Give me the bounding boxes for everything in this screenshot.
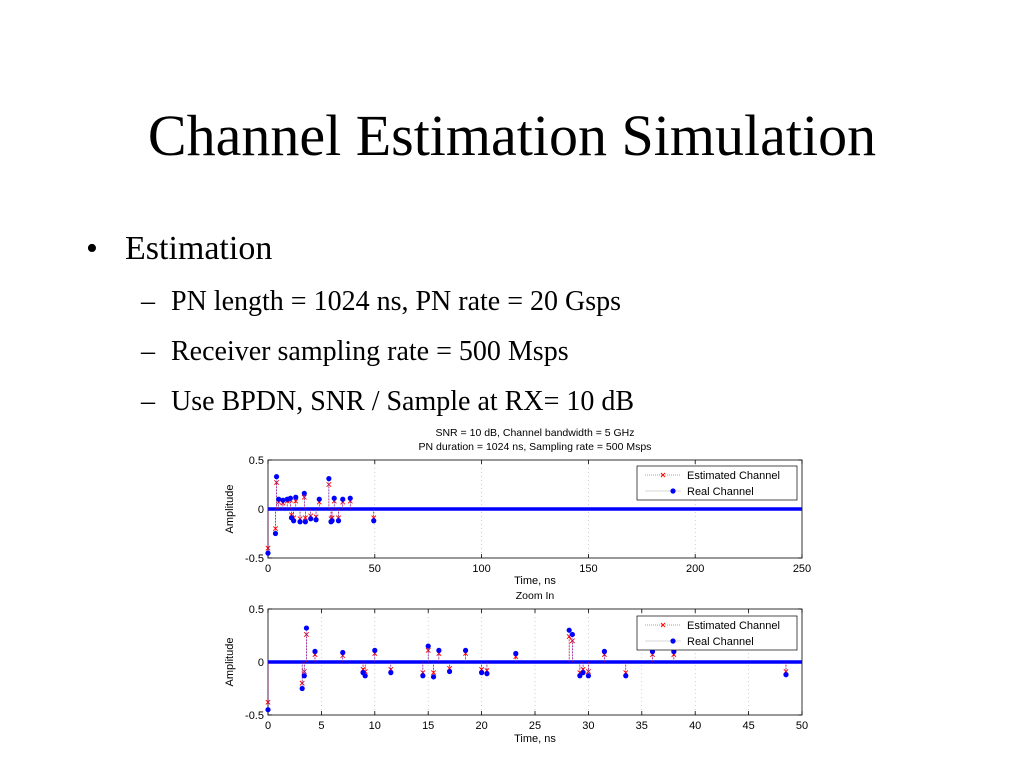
real-marker bbox=[303, 625, 310, 631]
real-marker bbox=[316, 496, 322, 502]
real-marker bbox=[273, 474, 280, 480]
x-tick-label: 250 bbox=[793, 563, 811, 575]
legend-label-estimated: Estimated Channel bbox=[687, 470, 780, 482]
bullet-marker: • bbox=[86, 230, 98, 267]
real-marker bbox=[577, 673, 583, 679]
real-marker bbox=[566, 627, 572, 633]
real-marker bbox=[331, 495, 337, 501]
chart-zoom-in: Zoom In0 5 10 15 20 25 30 35 40 45 50-0.500.5Time,… bbox=[224, 590, 808, 745]
real-marker bbox=[329, 518, 335, 524]
real-marker bbox=[783, 672, 789, 678]
real-marker bbox=[313, 517, 319, 523]
x-tick-label: 15 bbox=[422, 720, 434, 732]
real-marker bbox=[265, 707, 271, 713]
real-marker bbox=[301, 673, 307, 679]
real-marker bbox=[580, 670, 586, 676]
x-tick-label: 5 bbox=[318, 720, 324, 732]
sub-bullet-marker: – bbox=[141, 286, 155, 317]
slide-title: Channel Estimation Simulation bbox=[147, 103, 877, 168]
y-axis-label: Amplitude bbox=[224, 638, 236, 687]
real-marker bbox=[326, 476, 332, 482]
legend-label-real: Real Channel bbox=[687, 486, 754, 498]
real-marker bbox=[291, 518, 297, 524]
real-marker bbox=[362, 673, 368, 679]
real-marker bbox=[302, 519, 308, 525]
x-tick-label: 100 bbox=[472, 563, 490, 575]
real-marker bbox=[287, 495, 294, 501]
real-marker bbox=[425, 643, 431, 649]
real-marker bbox=[276, 496, 282, 502]
legend-marker-real bbox=[670, 488, 676, 494]
x-tick-label: 20 bbox=[475, 720, 487, 732]
real-marker bbox=[372, 647, 378, 653]
chart-title: Zoom In bbox=[516, 590, 555, 602]
y-tick-label: 0.5 bbox=[249, 604, 264, 616]
sub-bullet-marker: – bbox=[141, 386, 155, 417]
real-marker bbox=[340, 496, 346, 502]
real-marker bbox=[280, 497, 286, 503]
x-tick-label: 150 bbox=[579, 563, 597, 575]
legend-marker-estimated bbox=[660, 622, 666, 628]
sub-bullet-text: Receiver sampling rate = 500 Msps bbox=[171, 336, 569, 367]
real-marker bbox=[585, 673, 592, 679]
real-marker bbox=[371, 518, 377, 524]
legend-label-estimated: Estimated Channel bbox=[687, 620, 780, 632]
real-marker bbox=[293, 494, 299, 500]
real-marker bbox=[299, 685, 305, 692]
y-axis-label: Amplitude bbox=[224, 485, 236, 534]
real-marker bbox=[569, 631, 575, 638]
y-tick-label: 0.5 bbox=[249, 455, 264, 467]
x-tick-label: 45 bbox=[742, 720, 754, 732]
real-marker bbox=[272, 530, 279, 537]
legend-box bbox=[636, 465, 798, 501]
real-marker bbox=[308, 516, 314, 522]
x-tick-label: 40 bbox=[689, 720, 701, 732]
legend-marker-real bbox=[670, 638, 676, 644]
x-tick-label: 0 bbox=[265, 720, 271, 732]
real-marker bbox=[420, 673, 426, 679]
real-marker bbox=[301, 490, 307, 496]
real-marker bbox=[623, 673, 629, 679]
sub-bullet-marker: – bbox=[141, 336, 155, 367]
y-tick-label: -0.5 bbox=[245, 553, 264, 565]
bullet-text: Estimation bbox=[125, 230, 273, 267]
real-marker bbox=[479, 670, 485, 676]
real-marker bbox=[430, 674, 437, 680]
x-axis-label: Time, ns bbox=[514, 575, 556, 587]
legend-label-real: Real Channel bbox=[687, 636, 754, 648]
chart-full-range: SNR = 10 dB, Channel bandwidth = 5 GHz PN… bbox=[224, 427, 811, 587]
chart-title: PN duration = 1024 ns, Sampling rate = 5… bbox=[419, 441, 652, 453]
x-tick-label: 25 bbox=[529, 720, 541, 732]
real-marker bbox=[297, 519, 303, 525]
real-marker bbox=[484, 671, 490, 677]
real-marker bbox=[462, 647, 469, 653]
real-marker bbox=[388, 670, 394, 676]
chart-title: SNR = 10 dB, Channel bandwidth = 5 GHz bbox=[435, 427, 634, 439]
x-tick-label: 35 bbox=[636, 720, 648, 732]
real-marker bbox=[347, 495, 353, 501]
sub-bullet-text: Use BPDN, SNR / Sample at RX= 10 dB bbox=[171, 386, 635, 417]
x-tick-label: 200 bbox=[686, 563, 704, 575]
legend-marker-estimated bbox=[660, 472, 666, 478]
sub-bullet-text: PN length = 1024 ns, PN rate = 20 Gsps bbox=[171, 286, 622, 317]
y-tick-label: 0 bbox=[258, 504, 264, 516]
legend-box bbox=[636, 615, 798, 651]
real-marker bbox=[436, 647, 442, 653]
real-marker bbox=[312, 648, 318, 655]
x-tick-label: 10 bbox=[369, 720, 381, 732]
real-marker bbox=[601, 648, 608, 655]
y-tick-label: 0 bbox=[258, 657, 264, 669]
x-axis-label: Time, ns bbox=[514, 733, 556, 745]
x-tick-label: 50 bbox=[796, 720, 808, 732]
x-tick-label: 0 bbox=[265, 563, 271, 575]
x-tick-label: 50 bbox=[369, 563, 381, 575]
y-tick-label: -0.5 bbox=[245, 710, 264, 722]
real-marker bbox=[335, 518, 342, 524]
real-marker bbox=[446, 668, 453, 675]
real-marker bbox=[340, 649, 346, 656]
real-marker bbox=[513, 650, 519, 657]
real-marker bbox=[265, 550, 271, 556]
x-tick-label: 30 bbox=[582, 720, 594, 732]
